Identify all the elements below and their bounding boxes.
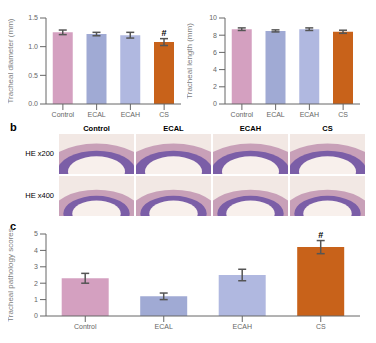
svg-text:HE x400: HE x400 [25, 191, 54, 200]
svg-text:CS: CS [338, 111, 348, 118]
svg-text:4: 4 [34, 247, 38, 254]
svg-text:Control: Control [83, 124, 110, 133]
svg-text:Control: Control [52, 111, 75, 118]
svg-text:4: 4 [213, 66, 217, 73]
svg-text:3: 3 [34, 263, 38, 270]
svg-text:ECAH: ECAH [233, 323, 252, 330]
html-text:c: c [10, 220, 17, 232]
svg-text:0: 0 [213, 100, 217, 107]
svg-text:2: 2 [213, 83, 217, 90]
svg-text:ECAL: ECAL [163, 124, 184, 133]
svg-text:ECAH: ECAH [300, 111, 319, 118]
svg-text:10: 10 [209, 14, 217, 21]
svg-text:ECAL: ECAL [266, 111, 284, 118]
svg-text:ECAL: ECAL [87, 111, 105, 118]
svg-text:ECAH: ECAH [240, 124, 261, 133]
svg-text:2: 2 [34, 280, 38, 287]
svg-text:CS: CS [159, 111, 169, 118]
svg-text:0: 0 [34, 312, 38, 319]
svg-text:#: # [161, 28, 166, 38]
svg-text:5: 5 [34, 230, 38, 237]
svg-text:1.0: 1.0 [28, 43, 38, 50]
svg-text:0.5: 0.5 [28, 72, 38, 79]
svg-text:ECAH: ECAH [121, 111, 140, 118]
svg-text:b: b [10, 121, 17, 133]
svg-text:CS: CS [316, 323, 326, 330]
svg-text:Tracheal length (mm): Tracheal length (mm) [187, 23, 194, 99]
svg-text:Tracheal pathology scores: Tracheal pathology scores [8, 228, 15, 322]
svg-text:Tracheal diameter (mm): Tracheal diameter (mm) [8, 18, 15, 103]
svg-text:CS: CS [322, 124, 332, 133]
svg-text:1.5: 1.5 [28, 14, 38, 21]
svg-text:0.0: 0.0 [28, 100, 38, 107]
svg-text:HE x200: HE x200 [25, 149, 54, 158]
svg-text:ECAL: ECAL [155, 323, 173, 330]
svg-text:#: # [318, 230, 323, 240]
svg-text:6: 6 [213, 49, 217, 56]
svg-text:8: 8 [213, 32, 217, 39]
svg-text:Control: Control [74, 323, 97, 330]
svg-text:1: 1 [34, 296, 38, 303]
svg-text:Control: Control [231, 111, 254, 118]
